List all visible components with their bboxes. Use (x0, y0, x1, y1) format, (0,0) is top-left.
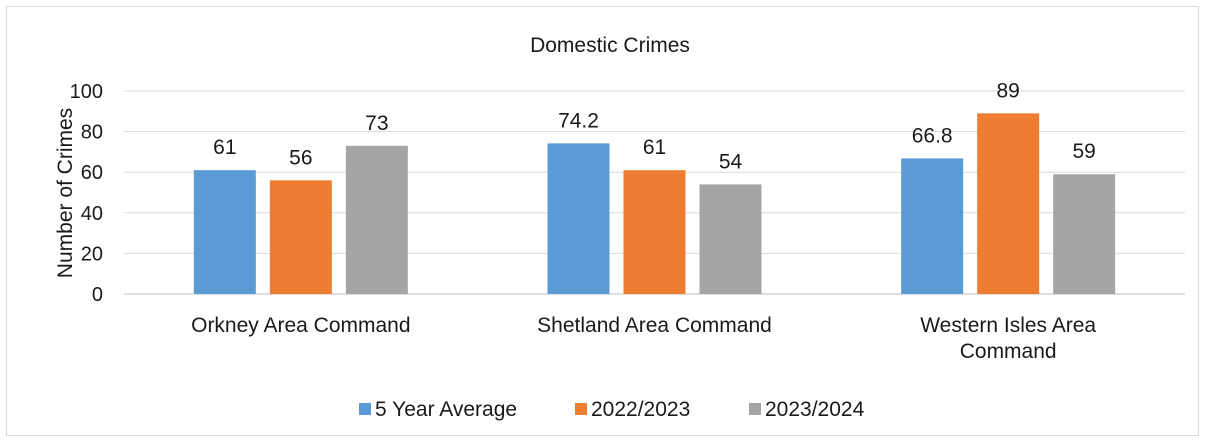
bar (1053, 174, 1116, 294)
data-label: 56 (289, 146, 312, 169)
data-label: 74.2 (558, 109, 599, 132)
legend-label: 2023/2024 (765, 398, 865, 421)
y-tick-label: 40 (81, 203, 103, 225)
bar-series (193, 113, 1116, 294)
data-label: 66.8 (912, 124, 953, 147)
y-tick-label: 0 (92, 284, 103, 306)
chart-title: Domestic Crimes (530, 34, 690, 57)
data-label: 61 (643, 136, 666, 159)
legend-label: 2022/2023 (591, 398, 690, 421)
legend-swatch (359, 403, 371, 415)
legend: 5 Year Average 2022/2023 2023/2024 (359, 398, 865, 421)
bar (699, 184, 762, 294)
legend-swatch (749, 403, 761, 415)
x-category-labels: Orkney Area Command Shetland Area Command… (191, 314, 1096, 363)
data-label: 54 (719, 150, 743, 173)
y-tick-labels: 0 20 40 60 80 100 (70, 81, 103, 306)
bar (977, 113, 1040, 294)
y-tick-label: 60 (81, 162, 103, 184)
y-axis-label: Number of Crimes (54, 108, 77, 278)
bar (193, 170, 256, 294)
data-label: 61 (213, 136, 236, 159)
y-tick-label: 100 (70, 81, 103, 103)
legend-swatch (575, 403, 587, 415)
bar (901, 158, 964, 294)
legend-label: 5 Year Average (375, 398, 517, 421)
x-category-label: Command (960, 340, 1057, 363)
bar (269, 180, 332, 294)
data-label: 89 (996, 79, 1019, 102)
x-category-label: Orkney Area Command (191, 314, 410, 337)
bar (547, 143, 610, 294)
y-tick-label: 20 (81, 243, 103, 265)
data-label: 73 (365, 112, 388, 135)
data-labels: 61 56 73 74.2 61 54 66.8 89 59 (213, 79, 1096, 173)
bar (345, 145, 408, 294)
data-label: 59 (1072, 140, 1095, 163)
y-tick-label: 80 (81, 122, 103, 144)
x-category-label: Shetland Area Command (537, 314, 772, 337)
x-category-label: Western Isles Area (920, 314, 1096, 337)
bar (623, 170, 686, 294)
